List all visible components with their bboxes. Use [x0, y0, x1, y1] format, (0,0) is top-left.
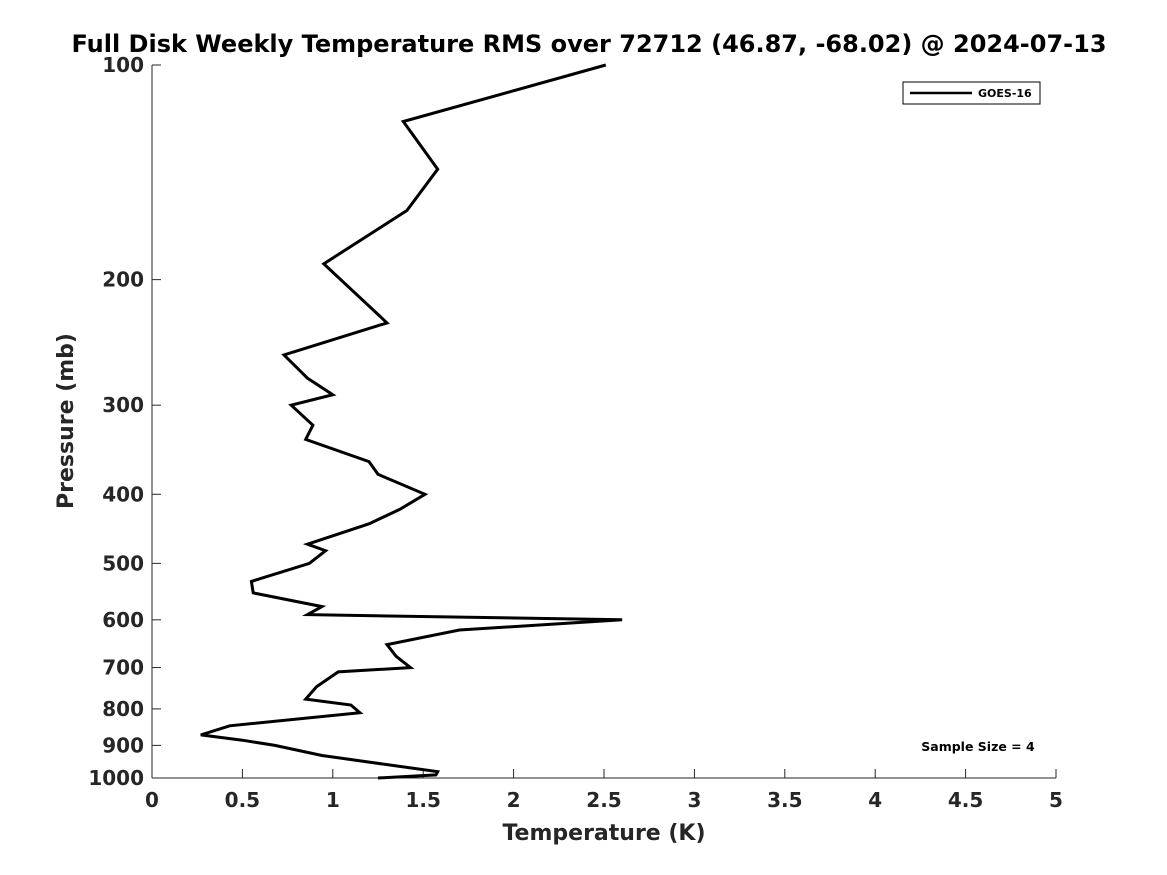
x-tick-label: 2.5: [586, 788, 621, 812]
x-axis-label: Temperature (K): [502, 821, 705, 846]
x-tick-label: 2: [507, 788, 521, 812]
y-axis-label: Pressure (mb): [54, 333, 79, 509]
chart-title: Full Disk Weekly Temperature RMS over 72…: [71, 30, 1106, 58]
legend: GOES-16: [902, 81, 1041, 105]
series-layer: [200, 63, 623, 780]
plot-area: 0 0.5 1 1.5 2 2.5 3 3.5 4 4.5 5 100 200 300 400 500 600 7…: [88, 53, 1063, 812]
y-tick-label: 500: [102, 551, 144, 575]
series-line-goes-16: [200, 63, 623, 780]
y-tick-label: 200: [102, 268, 144, 292]
x-tick-label: 4.5: [948, 788, 983, 812]
y-tick-label: 1000: [88, 766, 144, 790]
x-tick-label: 1: [326, 788, 340, 812]
sample-size-annotation: Sample Size = 4: [921, 739, 1035, 754]
y-tick-label: 100: [102, 53, 144, 77]
y-tick-label: 800: [102, 697, 144, 721]
x-tick-label: 4: [868, 788, 882, 812]
y-tick-label: 400: [102, 482, 144, 506]
legend-label-goes-16: GOES-16: [978, 87, 1032, 100]
x-tick-label: 3.5: [767, 788, 802, 812]
x-tick-label: 3: [687, 788, 701, 812]
x-tick-label: 1.5: [405, 788, 440, 812]
y-tick-label: 900: [102, 733, 144, 757]
x-tick-label: 5: [1049, 788, 1063, 812]
y-tick-label: 300: [102, 393, 144, 417]
x-tick-label: 0: [145, 788, 159, 812]
x-tick-label: 0.5: [225, 788, 260, 812]
y-tick-label: 600: [102, 608, 144, 632]
y-tick-label: 700: [102, 656, 144, 680]
